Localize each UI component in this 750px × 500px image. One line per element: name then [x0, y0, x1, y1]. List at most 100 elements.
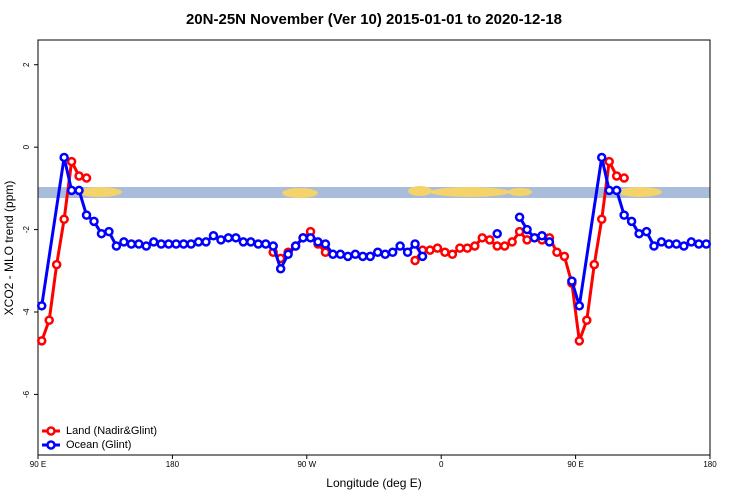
data-point	[59, 214, 69, 225]
y-axis-label: XCO2 - MLO trend (ppm)	[2, 181, 16, 316]
data-point	[126, 239, 137, 249]
data-point	[104, 226, 114, 237]
x-tick-label: 180	[166, 460, 180, 469]
data-point	[193, 237, 204, 247]
data-point	[74, 171, 84, 181]
data-point	[440, 247, 450, 257]
y-tick-label: -6	[22, 390, 31, 398]
data-point	[507, 237, 517, 247]
data-point	[537, 231, 547, 241]
data-point	[231, 233, 241, 243]
data-point	[619, 210, 629, 220]
y-tick-label: 2	[22, 62, 31, 67]
data-point	[402, 247, 413, 257]
data-point	[380, 249, 390, 260]
data-point	[387, 247, 398, 257]
data-point	[201, 237, 211, 247]
data-point	[559, 251, 570, 262]
data-point	[36, 301, 47, 311]
data-point	[641, 226, 652, 237]
x-tick-label: 90 E	[30, 460, 46, 469]
data-point	[186, 239, 196, 249]
data-point	[649, 241, 659, 251]
data-point	[66, 156, 77, 167]
data-point	[432, 243, 443, 253]
data-point	[253, 239, 264, 249]
data-point	[51, 259, 62, 270]
data-point	[417, 251, 428, 262]
data-point	[365, 251, 376, 262]
data-point	[492, 241, 502, 251]
data-point	[290, 241, 301, 251]
data-point	[567, 276, 577, 286]
y-tick-label: -4	[22, 308, 31, 316]
data-point	[395, 241, 405, 251]
data-point	[611, 185, 622, 196]
data-point	[36, 336, 47, 346]
data-point	[372, 247, 383, 257]
y-tick-label: -2	[22, 225, 31, 233]
data-point	[701, 239, 712, 249]
plot-frame	[37, 39, 711, 456]
data-point	[574, 301, 585, 311]
data-point	[216, 235, 226, 245]
data-point	[514, 212, 525, 222]
data-point	[59, 152, 69, 163]
data-point	[96, 228, 107, 239]
data-point	[305, 233, 316, 243]
data-point	[679, 241, 689, 251]
data-point	[171, 239, 181, 249]
data-point	[484, 235, 495, 245]
map-strip	[38, 186, 710, 198]
data-point	[111, 241, 122, 251]
data-point	[156, 239, 166, 249]
data-point	[455, 243, 465, 253]
data-point	[694, 239, 704, 249]
data-point	[499, 241, 510, 251]
data-point	[447, 249, 458, 260]
data-point	[89, 216, 99, 227]
data-point	[163, 239, 174, 249]
data-point	[604, 156, 614, 167]
data-point	[522, 224, 532, 235]
data-point	[529, 233, 540, 243]
y-tick-label: 0	[22, 144, 31, 149]
data-point	[350, 249, 361, 260]
data-point	[358, 251, 368, 262]
data-point	[119, 237, 129, 247]
data-point	[634, 228, 644, 239]
legend-label: Land (Nadir&Glint)	[66, 425, 157, 437]
data-point	[313, 237, 323, 247]
x-tick-label: 90 E	[567, 460, 583, 469]
data-point	[611, 171, 622, 181]
x-tick-label: 180	[703, 460, 717, 469]
legend-marker	[46, 426, 56, 436]
data-point	[260, 239, 271, 249]
data-point	[223, 233, 234, 243]
data-point	[328, 249, 338, 260]
data-point	[522, 235, 532, 245]
data-point	[141, 241, 152, 251]
data-point	[298, 233, 308, 243]
chart-title: 20N-25N November (Ver 10) 2015-01-01 to …	[186, 11, 562, 28]
data-point	[582, 315, 592, 325]
data-point	[320, 239, 331, 249]
data-point	[671, 239, 682, 249]
legend-marker	[46, 440, 56, 450]
data-point	[596, 214, 607, 225]
data-point	[81, 210, 92, 220]
data-point	[268, 241, 278, 251]
data-point	[148, 237, 159, 247]
data-point	[514, 226, 525, 237]
x-axis-label: Longitude (deg E)	[326, 476, 421, 490]
data-point	[238, 237, 249, 247]
data-point	[686, 237, 697, 247]
data-point	[66, 185, 77, 196]
data-point	[470, 241, 480, 251]
data-point	[275, 263, 286, 274]
x-tick-label: 90 W	[297, 460, 316, 469]
data-point	[596, 152, 607, 163]
data-point	[626, 216, 637, 227]
x-tick-label: 0	[439, 460, 444, 469]
